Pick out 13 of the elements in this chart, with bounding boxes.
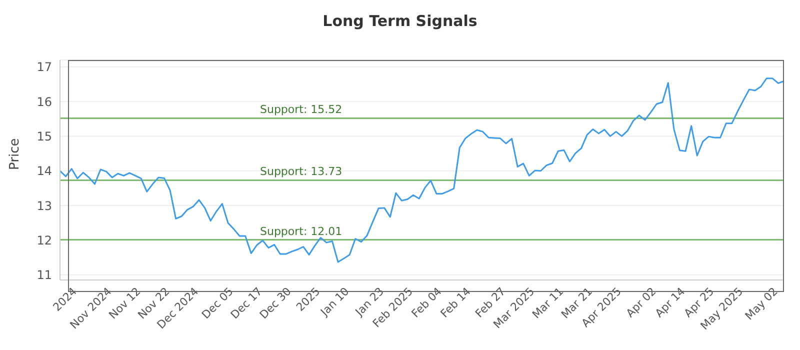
y-axis-title: Price: [8, 138, 23, 170]
ref-line-label: Support: 15.52: [260, 103, 342, 116]
y-tick-label: 12: [36, 233, 52, 248]
y-tick-label: 11: [36, 268, 52, 282]
ref-line-label: Support: 12.01: [260, 224, 342, 238]
y-tick-label: 14: [36, 164, 52, 178]
y-tick-label: 16: [36, 94, 52, 109]
line-series: [59, 78, 785, 263]
chart-title: Long Term Signals: [322, 11, 478, 30]
y-tick-label: 17: [36, 60, 52, 74]
y-tick-label: 15: [36, 129, 52, 144]
ref-line-label: Support: 13.73: [260, 165, 342, 178]
y-tick-label: 13: [36, 198, 52, 213]
